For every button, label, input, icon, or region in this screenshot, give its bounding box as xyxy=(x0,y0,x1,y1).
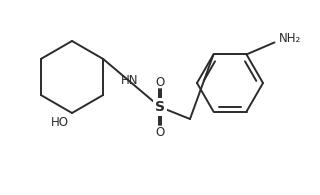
Text: O: O xyxy=(156,75,164,89)
Text: HO: HO xyxy=(51,116,69,129)
Text: NH₂: NH₂ xyxy=(279,32,302,45)
Text: O: O xyxy=(156,126,164,138)
Text: S: S xyxy=(155,100,165,114)
Text: HN: HN xyxy=(121,74,138,87)
